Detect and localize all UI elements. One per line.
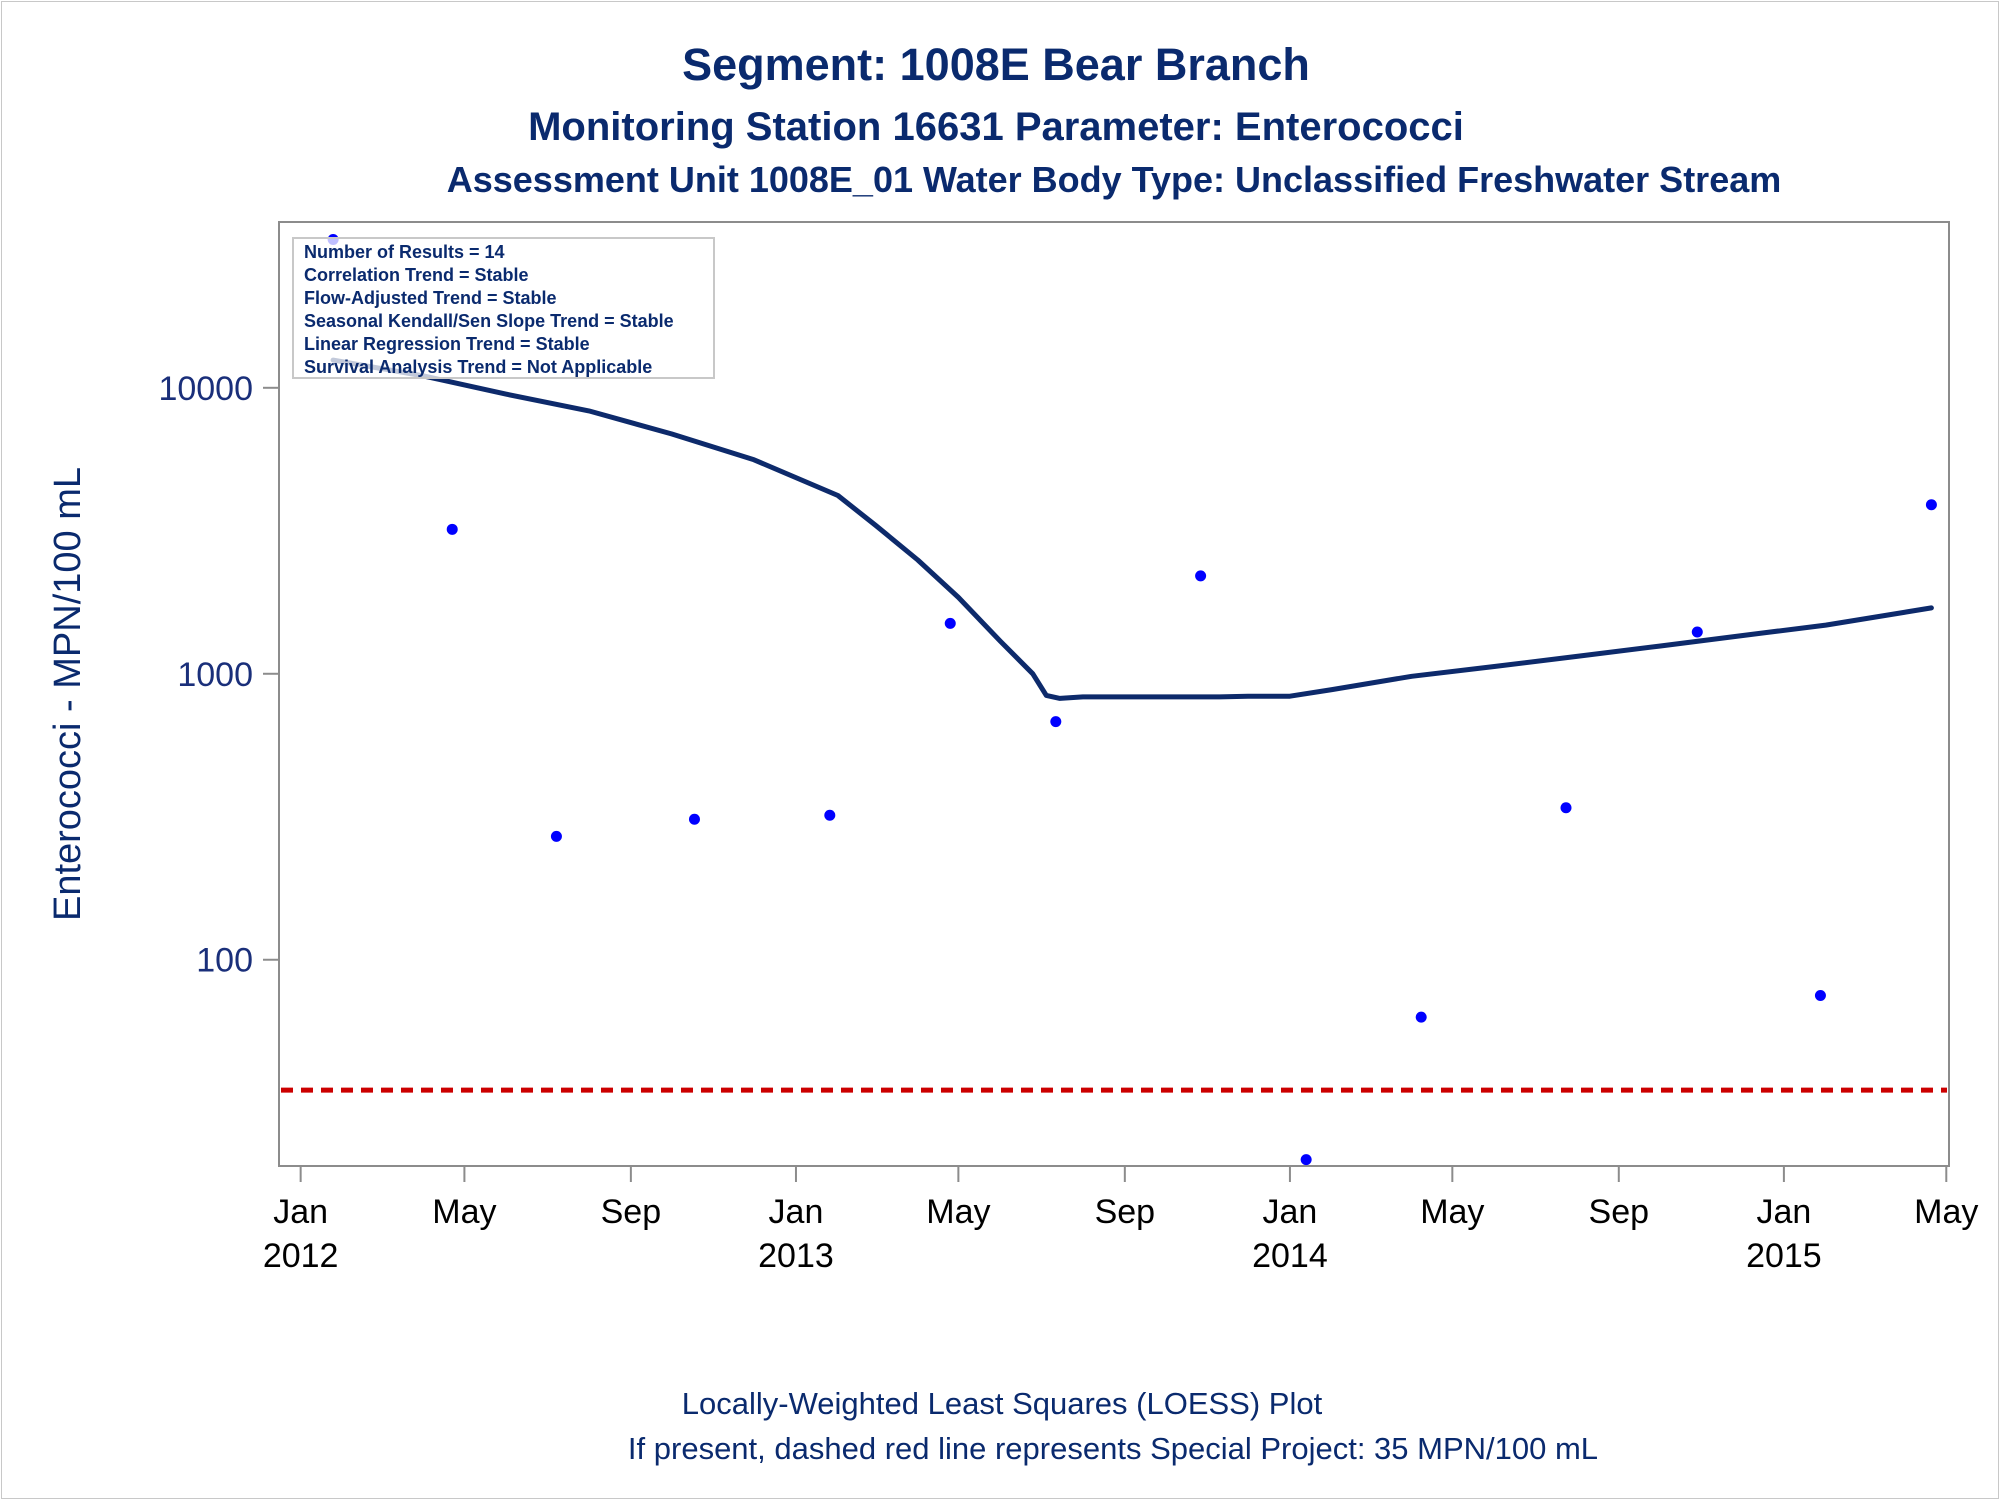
x-tick-year-label: 2014 <box>1252 1237 1328 1275</box>
chart-subtitle-2: Assessment Unit 1008E_01 Water Body Type… <box>447 159 1782 200</box>
data-point <box>1415 1011 1427 1023</box>
y-axis-title: Enterococci - MPN/100 mL <box>47 467 89 921</box>
inset-line: Seasonal Kendall/Sen Slope Trend = Stabl… <box>304 311 674 331</box>
plot-area <box>278 221 1950 1167</box>
x-tick-label: May <box>1914 1193 1978 1231</box>
x-tick-label: May <box>432 1193 496 1231</box>
x-tick-label: Sep <box>601 1193 662 1231</box>
points-layer <box>327 234 1937 1166</box>
y-tick-label: 10000 <box>158 370 253 408</box>
footnote-2: If present, dashed red line represents S… <box>628 1431 1598 1466</box>
inset-line: Linear Regression Trend = Stable <box>304 334 590 354</box>
x-tick-label: Jan <box>1263 1193 1318 1231</box>
loess-layer <box>330 357 1934 701</box>
chart-subtitle: Monitoring Station 16631 Parameter: Ente… <box>528 105 1464 149</box>
data-point <box>446 523 458 535</box>
footnote-1: Locally-Weighted Least Squares (LOESS) P… <box>682 1386 1323 1421</box>
data-point <box>688 813 700 825</box>
x-tick-label: Jan <box>769 1193 824 1231</box>
loess-curve <box>330 357 1934 701</box>
data-point <box>1925 499 1937 511</box>
chart-title: Segment: 1008E Bear Branch <box>682 39 1310 90</box>
data-point <box>1691 626 1703 638</box>
x-tick-label: Sep <box>1095 1193 1156 1231</box>
y-tick-label: 100 <box>196 942 253 980</box>
inset-line: Survival Analysis Trend = Not Applicable <box>304 357 652 377</box>
inset-line: Correlation Trend = Stable <box>304 265 529 285</box>
x-tick-label: May <box>926 1193 990 1231</box>
data-point <box>1300 1154 1312 1166</box>
data-point <box>824 809 836 821</box>
x-tick-label: Jan <box>273 1193 328 1231</box>
data-point <box>1195 570 1207 582</box>
data-point <box>1814 989 1826 1001</box>
x-tick-label: Sep <box>1589 1193 1650 1231</box>
x-axis: Jan 2012 May Sep Jan 2013 May Sep Jan 2014 May Sep J… <box>263 1166 1978 1275</box>
inset-line: Flow-Adjusted Trend = Stable <box>304 288 557 308</box>
x-tick-year-label: 2012 <box>263 1237 339 1275</box>
data-point <box>550 830 562 842</box>
x-tick-year-label: 2015 <box>1746 1237 1822 1275</box>
data-point <box>1050 716 1062 728</box>
y-axis: 100 1000 10000 <box>158 370 279 980</box>
x-tick-label: Jan <box>1756 1193 1811 1231</box>
x-tick-year-label: 2013 <box>758 1237 834 1275</box>
stats-inset-box <box>292 237 715 379</box>
y-tick-label: 1000 <box>177 656 253 694</box>
stats-inset: Number of Results = 14 Correlation Trend… <box>292 237 715 379</box>
inset-line: Number of Results = 14 <box>304 242 505 262</box>
x-tick-label: May <box>1420 1193 1484 1231</box>
data-point <box>1560 802 1572 814</box>
data-point <box>944 617 956 629</box>
